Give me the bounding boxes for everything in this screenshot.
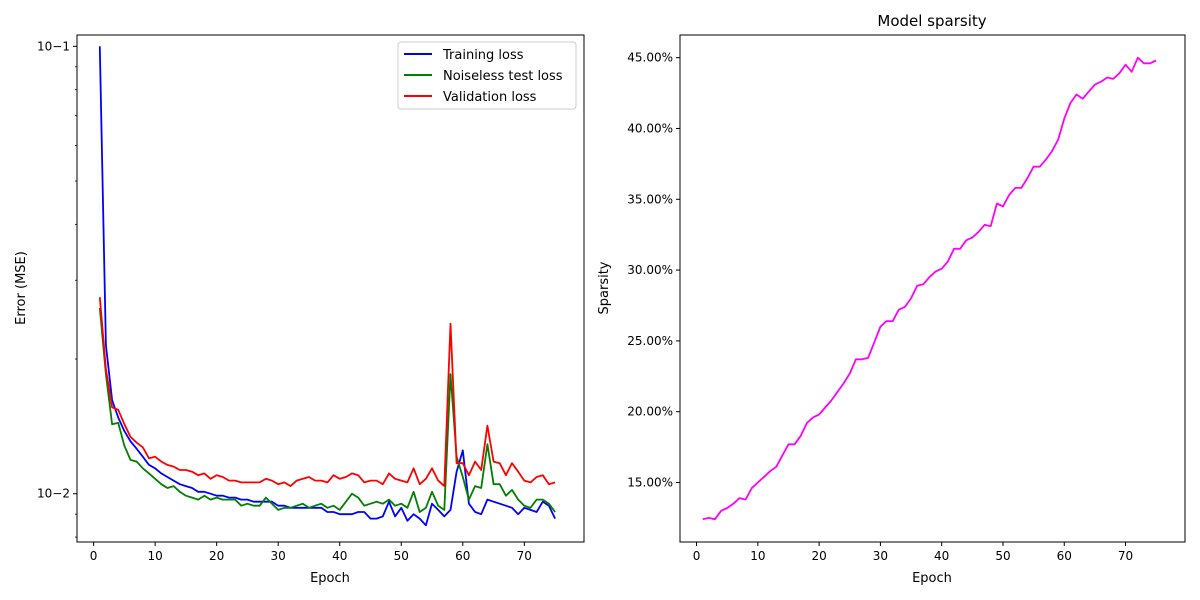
sparsity-y-axis-label: Sparsity xyxy=(597,261,612,314)
y-tick-label: 15.00% xyxy=(627,476,673,490)
legend-label-noiseless-test-loss: Noiseless test loss xyxy=(443,69,563,84)
series-line-training-loss xyxy=(98,46,556,527)
x-tick-label: 40 xyxy=(934,549,949,563)
loss-legend: Training loss Noiseless test loss Valida… xyxy=(397,41,577,110)
sparsity-x-axis: 0 10 20 30 40 50 60 70 xyxy=(693,542,1133,563)
x-tick-label: 30 xyxy=(873,549,888,563)
x-tick-label: 0 xyxy=(90,549,98,563)
y-tick-label: 30.00% xyxy=(627,263,673,277)
x-tick-label: 40 xyxy=(332,549,347,563)
y-tick-label: 25.00% xyxy=(627,334,673,348)
series-line-noiseless-test-loss xyxy=(98,308,556,513)
y-tick-label: 10−1 xyxy=(37,39,70,53)
loss-y-axis: 10−1 10−2 xyxy=(37,39,77,538)
x-tick-label: 50 xyxy=(995,549,1010,563)
x-tick-label: 60 xyxy=(1057,549,1072,563)
loss-plot-area xyxy=(98,46,556,527)
y-tick-label: 40.00% xyxy=(627,121,673,135)
legend-label-validation-loss: Validation loss xyxy=(443,90,537,105)
series-line-sparsity xyxy=(702,56,1157,521)
sparsity-y-axis: 15.00% 20.00% 25.00% 30.00% 35.00% 40.00% 45.0… xyxy=(627,51,680,490)
y-tick-label: 10−2 xyxy=(37,487,70,501)
loss-axes-frame xyxy=(76,34,585,543)
sparsity-chart: Model sparsity 0 10 20 30 40 50 60 70 15.00% 20.… xyxy=(597,12,1186,586)
legend-frame xyxy=(397,41,577,110)
x-tick-label: 70 xyxy=(517,549,532,563)
x-tick-label: 20 xyxy=(209,549,224,563)
sparsity-plot-area xyxy=(702,56,1157,521)
loss-y-axis-label: Error (MSE) xyxy=(14,251,29,325)
sparsity-x-axis-label: Epoch xyxy=(912,571,952,586)
x-tick-label: 30 xyxy=(271,549,286,563)
loss-x-axis: 0 10 20 30 40 50 60 70 xyxy=(90,542,532,563)
x-tick-label: 70 xyxy=(1118,549,1133,563)
y-tick-label: 45.00% xyxy=(627,51,673,65)
sparsity-axes-frame xyxy=(679,34,1186,543)
sparsity-chart-title: Model sparsity xyxy=(877,12,986,30)
x-tick-label: 10 xyxy=(750,549,765,563)
x-tick-label: 60 xyxy=(455,549,470,563)
loss-x-axis-label: Epoch xyxy=(310,571,350,586)
series-line-validation-loss xyxy=(98,297,556,488)
y-tick-label: 35.00% xyxy=(627,192,673,206)
loss-chart: 0 10 20 30 40 50 60 70 10−1 10−2 Epoch Error (MS… xyxy=(14,34,585,586)
x-tick-label: 10 xyxy=(148,549,163,563)
legend-label-training-loss: Training loss xyxy=(442,48,524,63)
x-tick-label: 20 xyxy=(811,549,826,563)
x-tick-label: 0 xyxy=(693,549,701,563)
y-tick-label: 20.00% xyxy=(627,405,673,419)
x-tick-label: 50 xyxy=(394,549,409,563)
